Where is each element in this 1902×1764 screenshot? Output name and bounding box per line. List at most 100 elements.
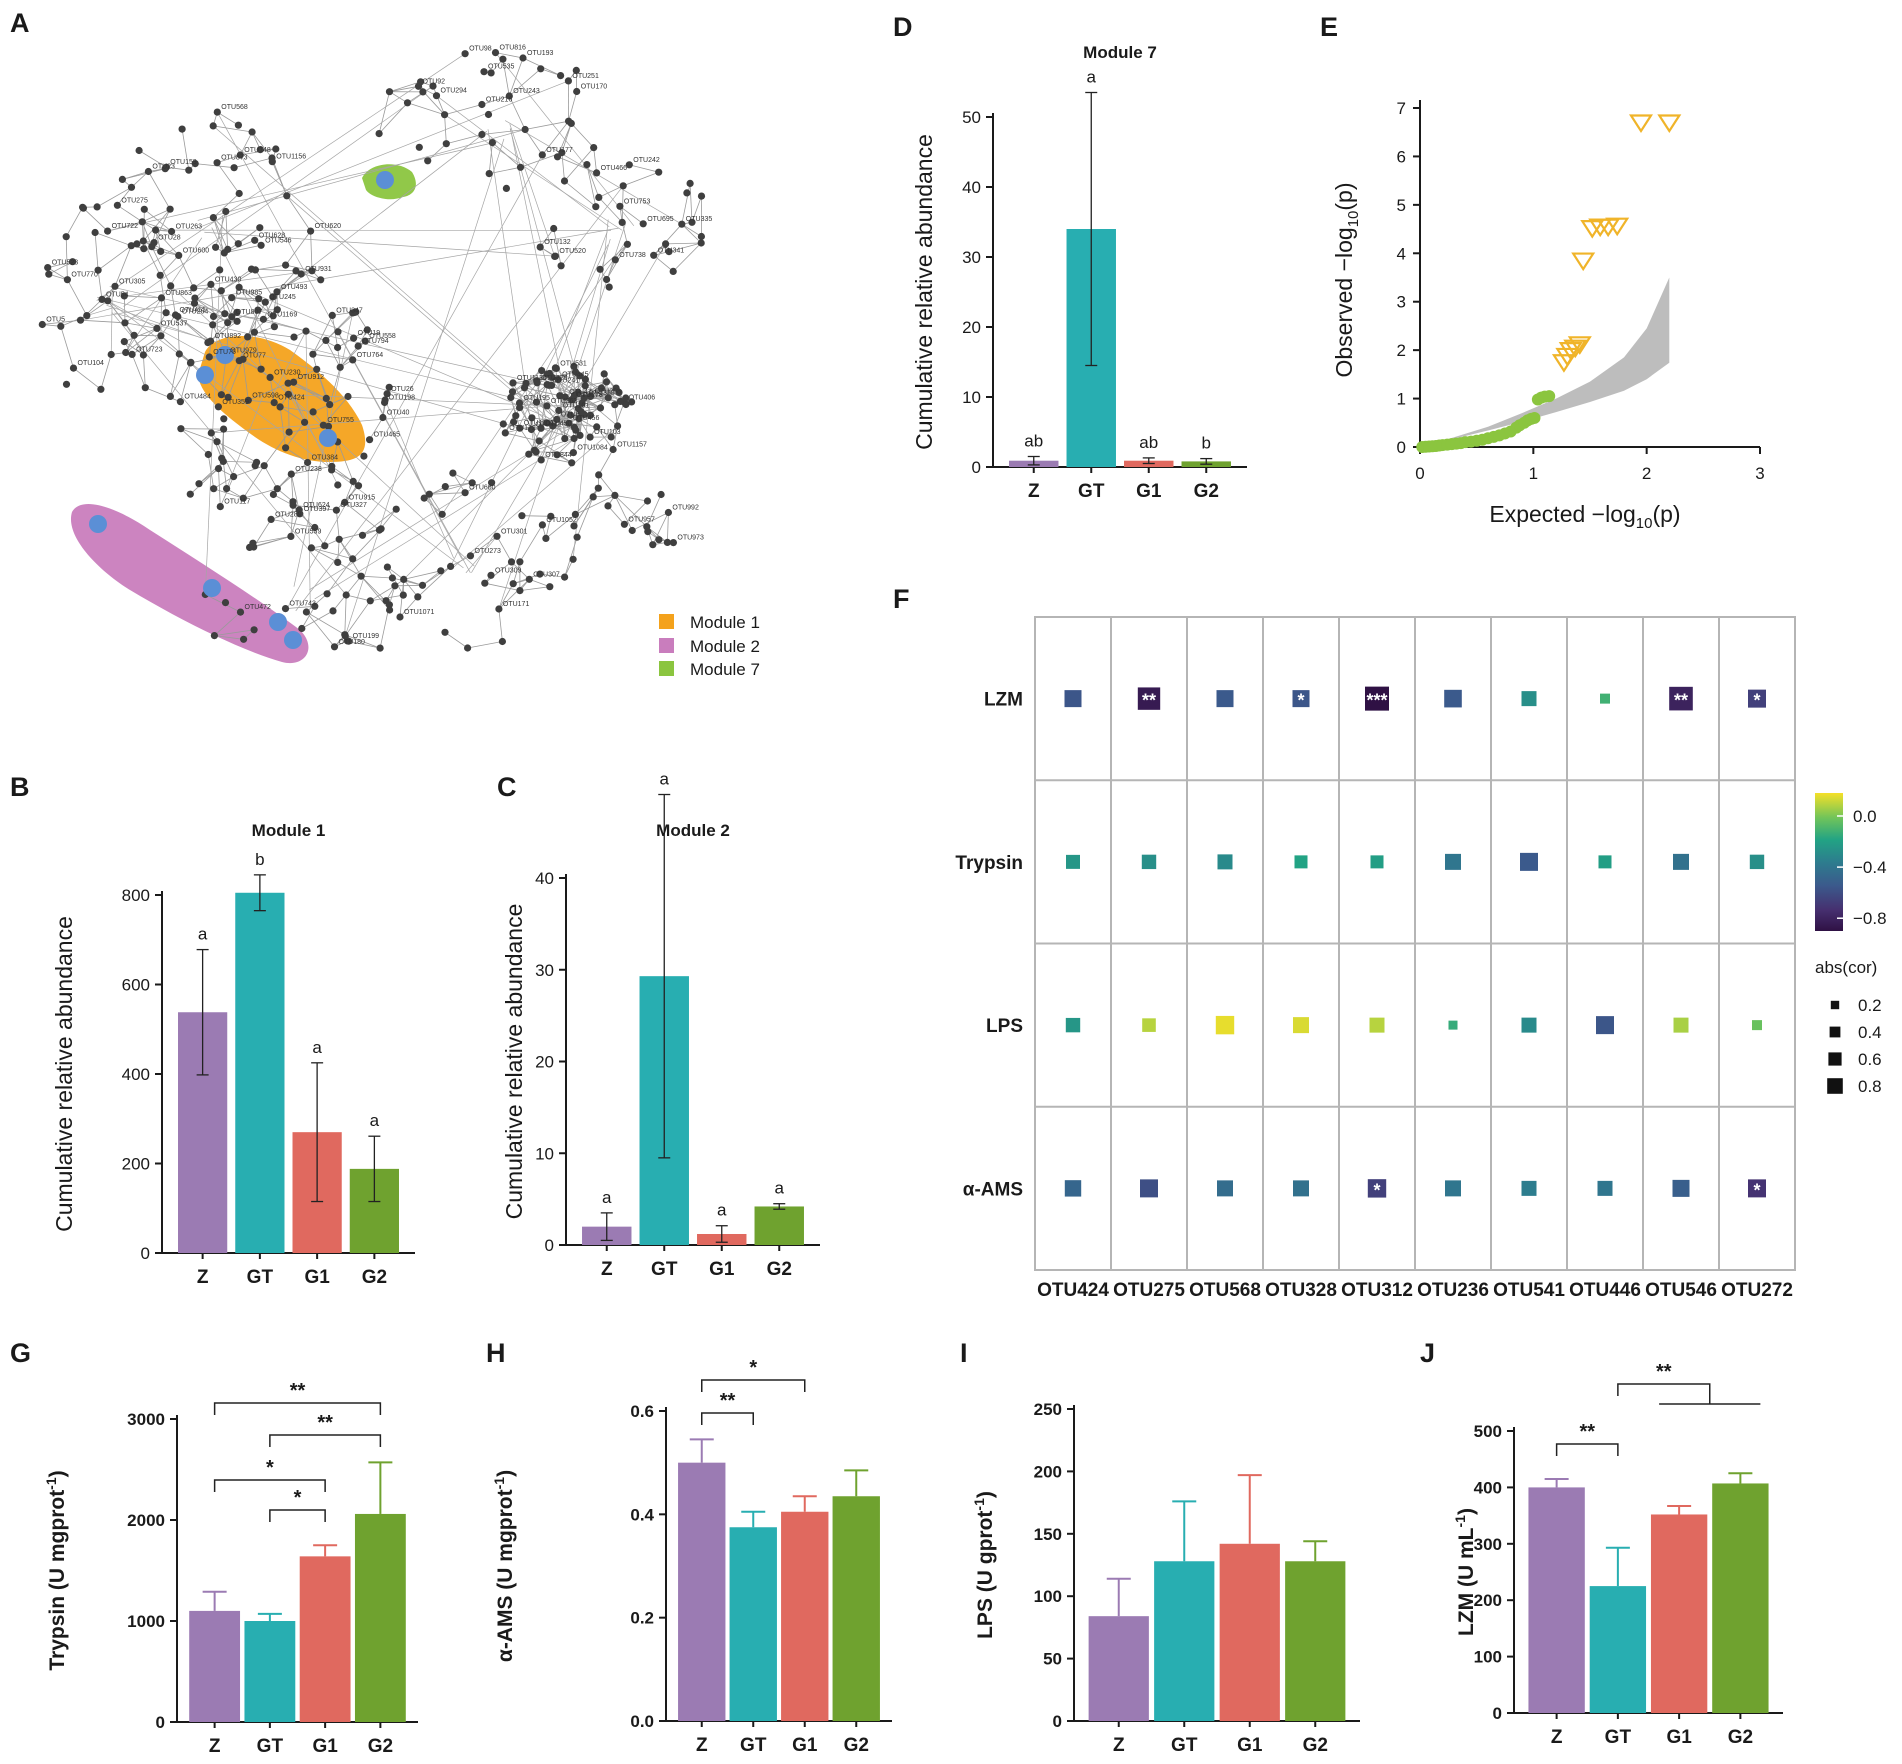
network-node xyxy=(589,493,597,501)
network-edge xyxy=(487,129,535,451)
network-node xyxy=(538,151,546,159)
heatmap-cell xyxy=(1064,1180,1082,1197)
network-edge xyxy=(144,208,172,232)
network-edge xyxy=(204,215,223,595)
network-edge xyxy=(586,164,597,207)
x-tick-label: G1 xyxy=(312,1736,338,1757)
x-tick-label: G2 xyxy=(1728,1727,1753,1748)
network-edge xyxy=(576,496,594,538)
network-node xyxy=(570,522,578,530)
network-edge xyxy=(444,114,623,231)
network-edge xyxy=(689,183,693,223)
network-node xyxy=(260,462,268,470)
network-node xyxy=(204,450,212,459)
network-node xyxy=(570,362,578,370)
network-node-label: OTU264 xyxy=(182,309,209,316)
network-node xyxy=(128,350,136,358)
network-edge xyxy=(270,509,300,520)
network-node xyxy=(549,422,557,430)
network-edge xyxy=(124,341,144,356)
network-edge xyxy=(106,304,211,342)
network-node xyxy=(602,378,611,386)
comparison-bracket xyxy=(1617,1383,1711,1404)
network-node xyxy=(686,179,694,187)
network-node xyxy=(330,643,339,651)
network-edge xyxy=(540,427,575,439)
heatmap-col-label: OTU312 xyxy=(1341,1280,1413,1301)
network-node xyxy=(499,55,507,63)
network-edge xyxy=(283,385,333,467)
network-node-label: OTU523 xyxy=(52,260,79,267)
network-edge xyxy=(306,593,328,613)
network-node xyxy=(379,413,387,422)
network-node xyxy=(546,583,554,591)
network-node-label: OTU873 xyxy=(221,155,248,162)
network-edge xyxy=(394,584,423,587)
network-node xyxy=(697,192,706,200)
x-tick-label: GT xyxy=(1078,481,1105,502)
network-edge xyxy=(155,229,179,256)
y-tick-label: 50 xyxy=(962,108,981,127)
network-edge xyxy=(545,516,552,539)
network-node xyxy=(246,543,254,552)
network-node xyxy=(342,591,350,599)
network-node xyxy=(590,144,598,152)
network-edge xyxy=(422,570,442,586)
network-node xyxy=(287,532,295,541)
network-node-label: OTU575 xyxy=(576,392,603,399)
network-edge xyxy=(138,150,167,168)
network-edge xyxy=(399,596,419,618)
network-node xyxy=(484,110,493,119)
network-node xyxy=(697,239,705,247)
network-edge xyxy=(672,242,702,272)
network-node-label: OTU466 xyxy=(601,165,628,172)
network-edge xyxy=(159,255,179,276)
network-node xyxy=(649,541,657,549)
y-tick-label: 0.6 xyxy=(630,1402,654,1421)
network-node xyxy=(341,498,349,506)
network-node xyxy=(542,534,550,543)
network-node-label: OTU1169 xyxy=(267,311,297,318)
network-node xyxy=(91,228,99,237)
network-node xyxy=(391,582,399,590)
network-node-label: OTU535 xyxy=(488,64,515,71)
y-tick-label: 200 xyxy=(1034,1462,1062,1481)
network-edge xyxy=(360,575,390,611)
bar-chart-alpha-ams: 0.00.20.40.6Z GT G1 G2α-AMS (U mgprot-1)*** xyxy=(491,1357,892,1756)
network-node xyxy=(573,87,581,96)
qq-point-triangle xyxy=(1657,114,1682,134)
size-legend-title: abs(cor) xyxy=(1815,958,1877,977)
network-edge xyxy=(511,561,530,580)
network-edge xyxy=(484,582,520,591)
network-node xyxy=(639,220,647,228)
heatmap-cell xyxy=(1672,1179,1690,1197)
network-edge xyxy=(170,285,176,316)
network-node xyxy=(425,490,433,498)
module-2-hull xyxy=(70,503,309,664)
network-edge xyxy=(143,354,146,388)
highlighted-module-node xyxy=(269,613,287,631)
network-node-label: OTU738 xyxy=(619,252,646,259)
network-node-label: OTU568 xyxy=(221,104,248,111)
network-node xyxy=(581,382,589,390)
network-edge xyxy=(623,171,659,187)
network-node xyxy=(537,456,545,464)
network-node xyxy=(366,436,374,444)
size-legend-square xyxy=(1827,1078,1843,1094)
y-tick-label: 200 xyxy=(1474,1591,1502,1610)
network-edge xyxy=(242,359,249,401)
network-edge xyxy=(251,131,273,159)
colorbar-tick-label: −0.4 xyxy=(1853,858,1887,877)
network-node-label: OTU844 xyxy=(545,452,572,459)
network-node xyxy=(127,242,135,250)
network-edge xyxy=(197,129,526,221)
legend-label-module-2: Module 2 xyxy=(690,637,760,656)
network-node-label: OTU263 xyxy=(176,224,203,231)
network-edge xyxy=(498,583,514,610)
network-node xyxy=(521,125,529,134)
network-node xyxy=(311,523,319,532)
network-edge xyxy=(285,154,543,612)
panel-label-j: J xyxy=(1420,1338,1435,1368)
network-edge xyxy=(451,425,618,570)
network-edge xyxy=(175,314,211,342)
